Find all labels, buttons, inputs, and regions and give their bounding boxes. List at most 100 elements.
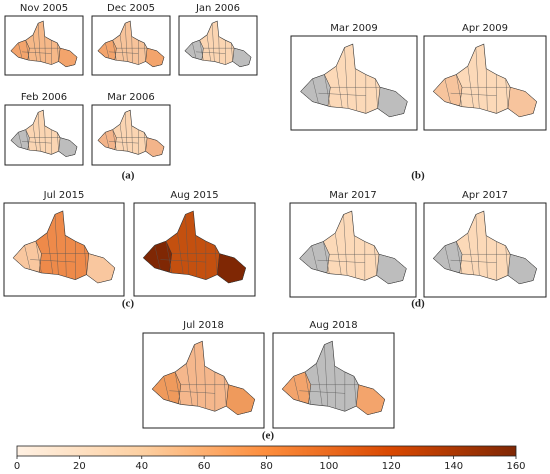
district-border: [505, 245, 509, 276]
district-border: [354, 68, 357, 111]
district-border: [32, 34, 37, 61]
district-border: [334, 365, 336, 408]
district-border: [195, 51, 226, 54]
district-border: [467, 66, 474, 108]
district-border: [467, 233, 474, 275]
district-border: [199, 40, 204, 61]
district-border: [119, 34, 124, 61]
panel-label: (b): [411, 170, 425, 182]
district-border: [450, 92, 497, 96]
district-border: [353, 376, 357, 407]
district-border: [44, 125, 46, 153]
colorbar-tick-label: 40: [135, 461, 148, 472]
district-border: [124, 112, 128, 152]
district-border: [318, 92, 366, 96]
district-border: [316, 363, 323, 406]
map-title: Jul 2018: [182, 320, 224, 331]
district-border: [185, 214, 190, 275]
district-border: [335, 233, 342, 275]
district-border: [311, 245, 318, 271]
district-border: [304, 371, 311, 405]
map-title: Nov 2005: [20, 3, 68, 14]
colorbar-tick-label: 120: [382, 461, 401, 472]
district-border: [505, 78, 509, 109]
district-border: [143, 132, 146, 152]
district-border: [312, 78, 319, 104]
district-border: [194, 344, 199, 407]
map-title: Mar 2009: [330, 23, 378, 34]
panel-label: (c): [122, 298, 135, 310]
district-border: [32, 124, 37, 151]
district-border: [223, 376, 227, 407]
district-border: [35, 241, 42, 273]
district-border: [56, 42, 59, 62]
district-border: [353, 235, 356, 278]
district-border: [24, 245, 31, 270]
district-border: [293, 376, 300, 402]
district-border: [154, 245, 161, 270]
district-border: [108, 141, 139, 144]
map-title: Mar 2006: [107, 92, 155, 103]
district-border: [475, 214, 480, 276]
district-border: [195, 235, 197, 277]
district-border: [174, 371, 181, 405]
district-border: [25, 40, 30, 61]
district-border: [299, 390, 345, 394]
district-border: [456, 241, 463, 274]
district-border: [444, 245, 451, 271]
district-border: [177, 232, 184, 274]
district-border: [131, 125, 133, 153]
district-border: [374, 245, 377, 276]
district-border: [186, 363, 193, 406]
district-border: [192, 42, 197, 59]
district-border: [143, 42, 146, 62]
colorbar-tick-label: 20: [73, 461, 86, 472]
colorbar-tick-label: 80: [260, 461, 273, 472]
district-border: [131, 36, 133, 63]
district-border: [30, 259, 76, 263]
map-title: Apr 2017: [462, 190, 508, 201]
colorbar-tick-label: 60: [198, 461, 211, 472]
district-border: [108, 51, 139, 54]
district-border: [54, 214, 59, 275]
district-border: [105, 42, 110, 59]
district-border: [44, 36, 46, 63]
district-border: [204, 365, 206, 408]
colorbar-tick-label: 0: [14, 461, 20, 472]
district-border: [218, 36, 220, 63]
district-border: [37, 23, 41, 62]
district-border: [105, 132, 110, 149]
district-border: [450, 259, 497, 263]
district-border: [18, 132, 23, 149]
district-border: [165, 241, 172, 273]
district-border: [21, 51, 52, 54]
district-border: [112, 40, 117, 61]
map-title: Mar 2017: [329, 190, 377, 201]
district-border: [25, 129, 30, 151]
panel-label: (e): [262, 430, 275, 442]
map-title: Apr 2009: [462, 23, 508, 34]
district-border: [119, 124, 124, 151]
district-border: [456, 74, 463, 107]
map-title: Aug 2018: [309, 320, 357, 331]
map-title: Feb 2006: [21, 92, 67, 103]
panel-label: (a): [122, 170, 135, 182]
district-border: [37, 112, 41, 152]
colorbar: [16, 445, 517, 457]
district-border: [323, 241, 330, 274]
district-border: [64, 235, 67, 277]
district-border: [169, 390, 215, 394]
district-border: [21, 141, 52, 144]
district-border: [18, 42, 23, 59]
district-border: [343, 214, 348, 276]
district-border: [112, 129, 117, 151]
district-border: [163, 376, 170, 402]
district-border: [124, 23, 128, 62]
district-border: [336, 66, 343, 108]
panel-label: (d): [411, 298, 425, 310]
district-border: [214, 245, 218, 275]
district-border: [444, 78, 451, 104]
colorbar-tick-label: 100: [319, 461, 338, 472]
district-border: [375, 78, 378, 109]
